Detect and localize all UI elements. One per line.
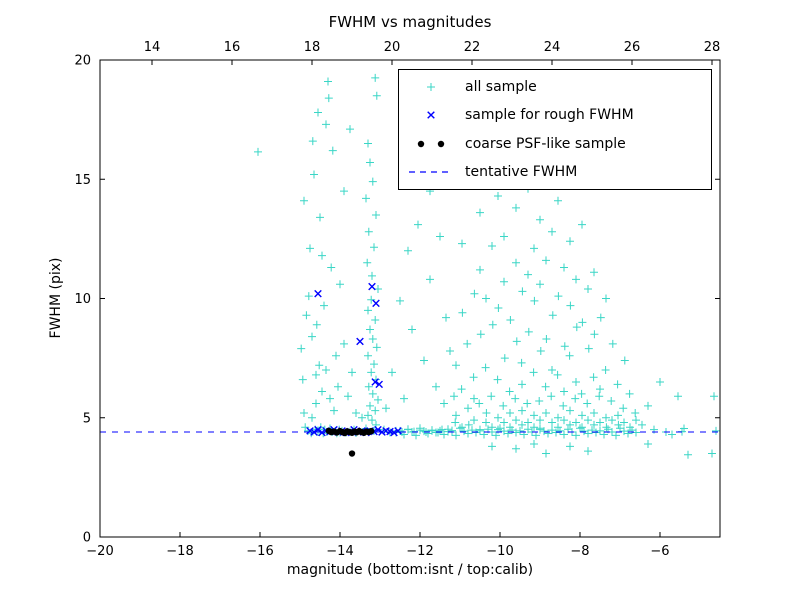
x-tick-label-top: 16 bbox=[224, 40, 241, 55]
x-marker-icon bbox=[427, 111, 435, 120]
y-tick-label: 5 bbox=[83, 411, 91, 426]
x-tick-label-top: 26 bbox=[624, 40, 641, 55]
legend-item-tentative-fwhm: tentative FWHM bbox=[399, 159, 711, 186]
y-tick-label: 20 bbox=[74, 54, 91, 69]
x-tick-label-top: 24 bbox=[544, 40, 561, 55]
x-tick-label-bottom: −20 bbox=[86, 544, 113, 559]
dot-marker-icon bbox=[417, 140, 445, 147]
y-tick-label: 10 bbox=[74, 292, 91, 307]
y-axis-label: FWHM (pix) bbox=[48, 257, 64, 339]
legend-item-rough-fwhm: sample for rough FWHM bbox=[399, 102, 711, 129]
y-tick-label: 0 bbox=[83, 531, 91, 546]
x-tick-label-bottom: −6 bbox=[650, 544, 669, 559]
scatter-series-coarse bbox=[325, 427, 375, 457]
plus-marker-icon bbox=[427, 82, 435, 91]
x-tick-label-top: 20 bbox=[384, 40, 401, 55]
legend-item-all-sample: all sample bbox=[399, 73, 711, 100]
x-tick-label-bottom: −8 bbox=[570, 544, 589, 559]
x-axis-label: magnitude (bottom:isnt / top:calib) bbox=[286, 562, 534, 578]
x-tick-label-top: 14 bbox=[144, 40, 161, 55]
legend-label: coarse PSF-like sample bbox=[465, 135, 626, 152]
x-tick-label-bottom: −16 bbox=[246, 544, 273, 559]
chart-title: FWHM vs magnitudes bbox=[328, 13, 492, 31]
x-tick-label-top: 28 bbox=[704, 40, 721, 55]
x-tick-label-bottom: −10 bbox=[486, 544, 513, 559]
legend: all sample sample for rough FWHM coarse … bbox=[398, 69, 712, 190]
x-tick-label-bottom: −12 bbox=[406, 544, 433, 559]
legend-label: sample for rough FWHM bbox=[465, 107, 634, 124]
dashed-line-icon bbox=[409, 171, 453, 173]
x-tick-label-bottom: −14 bbox=[326, 544, 353, 559]
y-tick-label: 15 bbox=[74, 173, 91, 188]
x-tick-label-bottom: −18 bbox=[166, 544, 193, 559]
legend-label: all sample bbox=[465, 78, 537, 95]
legend-item-coarse-psf: coarse PSF-like sample bbox=[399, 130, 711, 157]
x-tick-label-top: 22 bbox=[464, 40, 481, 55]
x-tick-label-top: 18 bbox=[304, 40, 321, 55]
legend-label: tentative FWHM bbox=[465, 164, 578, 181]
